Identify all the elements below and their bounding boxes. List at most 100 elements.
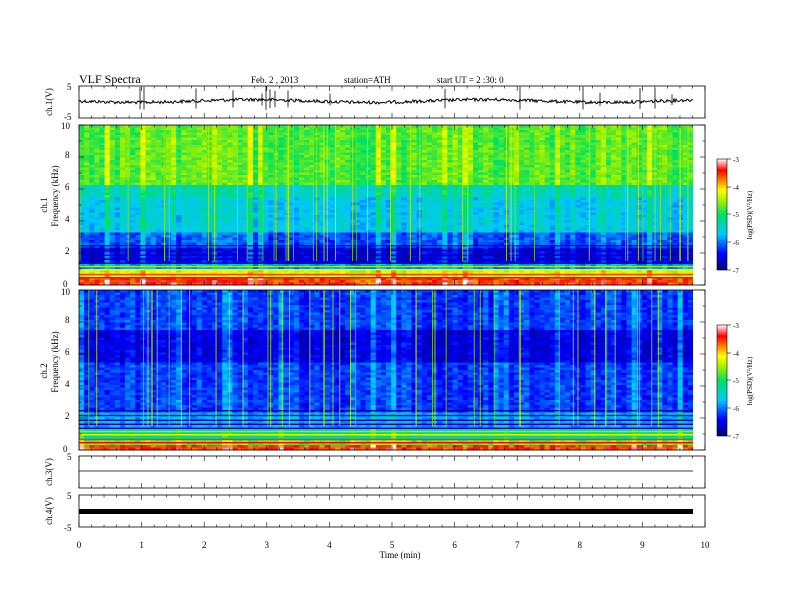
spectrogram-cell	[99, 267, 105, 271]
spectrogram-cell	[288, 210, 295, 213]
spectrogram-cell	[334, 225, 341, 228]
spectrogram-cell	[237, 182, 244, 186]
spectrogram-cell	[227, 215, 233, 218]
spectrogram-cell	[304, 207, 310, 211]
spectrogram-cell	[94, 157, 100, 161]
spectrogram-cell	[258, 222, 264, 226]
spectrogram-cell	[432, 215, 438, 218]
spectrogram-cell	[94, 132, 100, 136]
spectrogram-cell	[437, 150, 443, 153]
spectrogram-cell	[329, 170, 336, 173]
spectrogram-cell	[155, 162, 162, 166]
spectrogram-cell	[396, 232, 402, 236]
spectrogram-cell	[242, 267, 249, 271]
spectrogram-cell	[99, 187, 105, 191]
spectrogram-cell	[360, 187, 366, 191]
spectrogram-cell	[386, 270, 392, 273]
spectrogram-cell	[150, 177, 157, 181]
spectrogram-cell	[432, 207, 438, 211]
spectrogram-cell	[426, 175, 433, 178]
spectrogram-cell	[288, 275, 295, 278]
spectrogram-cell	[258, 140, 264, 143]
spectrogram-cell	[345, 225, 351, 228]
spectrogram-cell	[426, 157, 433, 161]
spectrogram-cell	[196, 140, 203, 143]
spectrogram-cell	[232, 282, 239, 286]
spectrogram-cell	[355, 132, 361, 136]
spectrogram-cell	[201, 220, 208, 223]
spectrogram-cell	[375, 175, 382, 178]
spectrogram-cell	[252, 127, 259, 131]
spectrogram-cell	[89, 175, 95, 178]
spectrogram-cell	[299, 127, 305, 131]
spectrogram-cell	[339, 282, 346, 286]
spectrogram-cell	[263, 152, 269, 156]
spectrogram-cell	[191, 140, 198, 143]
spectrogram-cell	[140, 172, 146, 176]
spectrogram-cell	[329, 172, 336, 176]
spectrogram-cell	[165, 220, 172, 223]
spectrogram-cell	[196, 197, 203, 201]
spectrogram-cell	[457, 160, 464, 163]
spectrogram-cell	[345, 182, 351, 186]
spectrogram-cell	[181, 182, 187, 186]
spectrogram-cell	[181, 280, 187, 283]
spectrogram-cell	[206, 277, 213, 281]
spectrogram-cell	[391, 207, 397, 211]
spectrogram-cell	[171, 175, 177, 178]
spectrogram-cell	[186, 210, 192, 213]
spectrogram-cell	[386, 205, 392, 208]
spectrogram-cell	[437, 142, 443, 146]
spectrogram-cell	[447, 195, 453, 198]
spectrogram-cell	[201, 185, 208, 188]
spectrogram-cell	[247, 127, 254, 131]
spectrogram-cell	[375, 155, 382, 158]
spectrogram-cell	[299, 192, 305, 196]
spectrogram-cell	[119, 145, 126, 148]
spectrogram-cell	[365, 150, 372, 153]
spectrogram-cell	[145, 142, 152, 146]
spectrogram-cell	[339, 170, 346, 173]
spectrogram-cell	[329, 280, 336, 283]
spectrogram-cell	[119, 147, 126, 151]
spectrogram-cell	[365, 162, 372, 166]
spectrogram-cell	[339, 255, 346, 258]
spectrogram-cell	[114, 137, 121, 141]
spectrogram-cell	[370, 242, 377, 246]
spectrogram-cell	[299, 180, 305, 183]
spectrogram-cell	[309, 210, 315, 213]
spectrogram-cell	[406, 260, 412, 263]
spectrogram-cell	[186, 167, 192, 171]
spectrogram-cell	[191, 125, 198, 128]
spectrogram-cell	[155, 280, 162, 283]
spectrogram-cell	[452, 137, 459, 141]
spectrogram-cell	[201, 190, 208, 193]
spectrogram-cell	[263, 242, 269, 246]
spectrogram-cell	[114, 130, 121, 133]
spectrogram-cell	[442, 250, 448, 253]
spectrogram-cell	[319, 202, 325, 206]
spectrogram-cell	[222, 175, 228, 178]
spectrogram-cell	[140, 222, 146, 226]
spectrogram-cell	[396, 157, 402, 161]
spectrogram-cell	[227, 165, 233, 168]
spectrogram-cell	[288, 225, 295, 228]
spectrogram-cell	[258, 232, 264, 236]
spectrogram-cell	[242, 237, 249, 241]
spectrogram-cell	[114, 260, 121, 263]
spectrogram-cell	[130, 195, 136, 198]
spectrogram-cell	[416, 260, 423, 263]
spectrogram-cell	[155, 245, 162, 248]
spectrogram-cell	[283, 282, 290, 286]
spectrogram-cell	[360, 125, 366, 128]
spectrogram-cell	[155, 225, 162, 228]
spectrogram-cell	[206, 190, 213, 193]
spectrogram-cell	[345, 275, 351, 278]
spectrogram-cell	[370, 235, 377, 238]
spectrogram-cell	[79, 255, 85, 258]
spectrogram-cell	[130, 192, 136, 196]
spectrogram-cell	[125, 260, 131, 263]
spectrogram-cell	[227, 162, 233, 166]
spectrogram-cell	[309, 230, 315, 233]
spectrogram-cell	[201, 225, 208, 228]
